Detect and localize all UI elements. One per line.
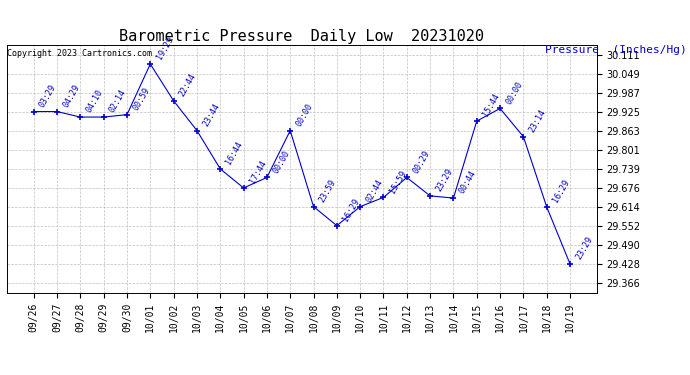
Title: Barometric Pressure  Daily Low  20231020: Barometric Pressure Daily Low 20231020 bbox=[119, 29, 484, 44]
Text: 03:29: 03:29 bbox=[38, 82, 58, 109]
Text: 02:14: 02:14 bbox=[108, 88, 128, 114]
Text: 15:59: 15:59 bbox=[388, 168, 408, 195]
Text: 16:29: 16:29 bbox=[551, 178, 571, 204]
Text: 15:44: 15:44 bbox=[481, 92, 501, 118]
Text: 00:00: 00:00 bbox=[295, 102, 315, 128]
Text: 23:29: 23:29 bbox=[574, 235, 595, 261]
Text: Pressure  (Inches/Hg): Pressure (Inches/Hg) bbox=[545, 45, 687, 55]
Text: 16:29: 16:29 bbox=[341, 197, 362, 223]
Text: Copyright 2023 Cartronics.com: Copyright 2023 Cartronics.com bbox=[8, 49, 152, 58]
Text: 22:44: 22:44 bbox=[178, 72, 198, 98]
Text: 04:10: 04:10 bbox=[84, 88, 105, 114]
Text: 19:29: 19:29 bbox=[155, 35, 175, 61]
Text: 00:29: 00:29 bbox=[411, 148, 431, 175]
Text: 00:00: 00:00 bbox=[504, 80, 524, 106]
Text: 23:44: 23:44 bbox=[201, 102, 221, 128]
Text: 00:00: 00:00 bbox=[271, 148, 291, 175]
Text: 17:44: 17:44 bbox=[248, 159, 268, 185]
Text: 00:59: 00:59 bbox=[131, 86, 151, 112]
Text: 23:29: 23:29 bbox=[434, 167, 455, 193]
Text: 23:59: 23:59 bbox=[317, 178, 338, 204]
Text: 23:14: 23:14 bbox=[528, 108, 548, 134]
Text: 02:44: 02:44 bbox=[364, 178, 384, 204]
Text: 00:44: 00:44 bbox=[457, 169, 478, 195]
Text: 16:44: 16:44 bbox=[224, 140, 245, 166]
Text: 04:29: 04:29 bbox=[61, 82, 81, 109]
